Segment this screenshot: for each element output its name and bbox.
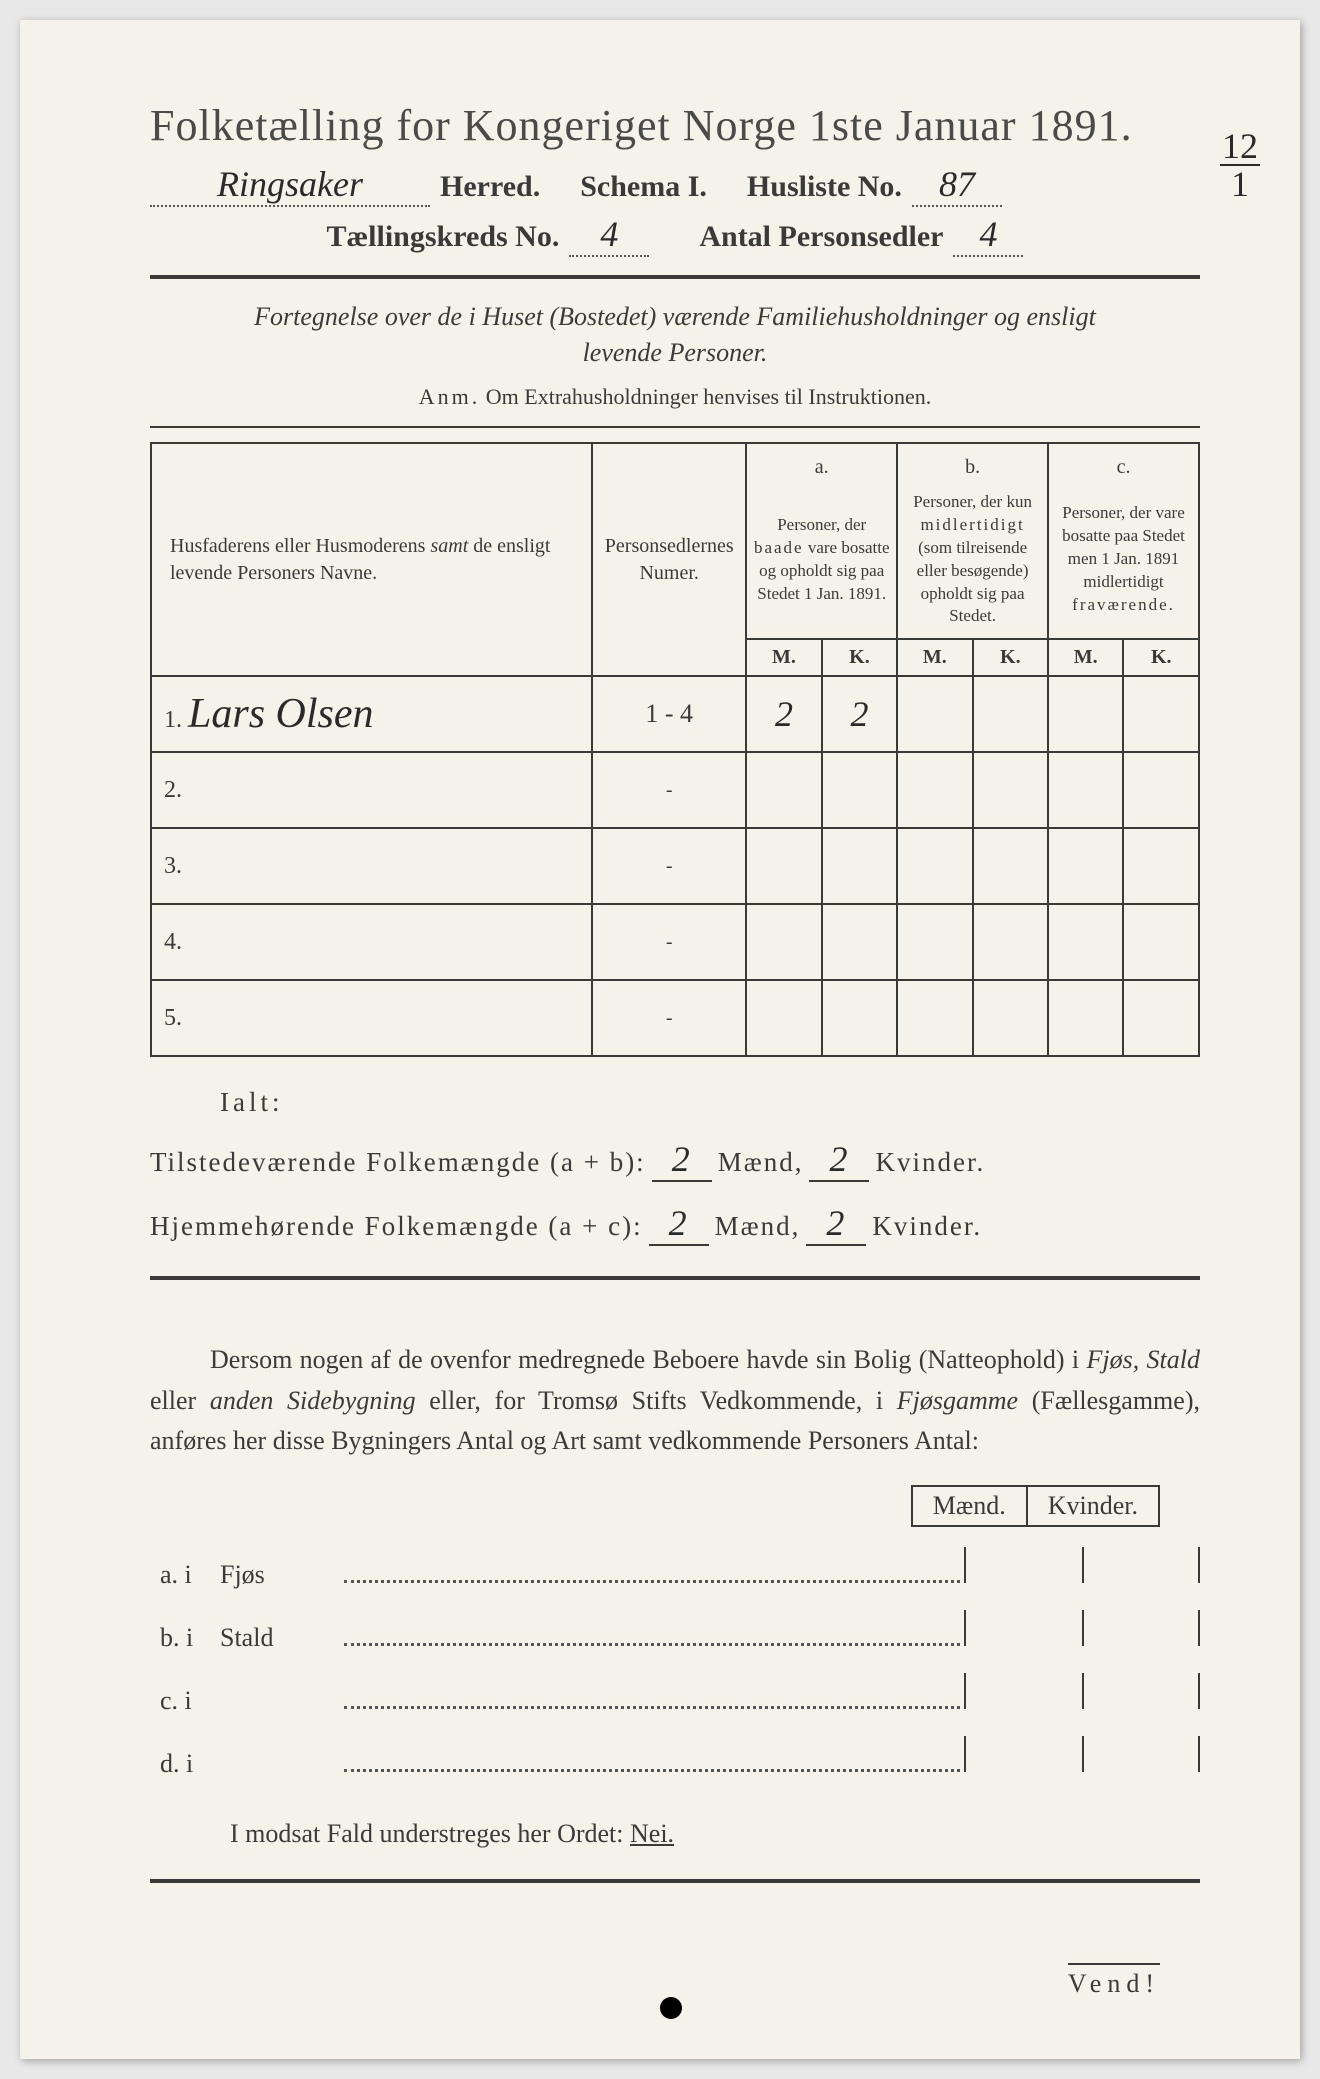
modsat-line: I modsat Fald understreges her Ordet: Ne… bbox=[230, 1819, 1200, 1849]
schema-label: Schema I. bbox=[580, 170, 707, 204]
col-b-k: K. bbox=[973, 639, 1048, 676]
row-name: 1. Lars Olsen bbox=[151, 676, 592, 752]
mk-k: Kvinder. bbox=[1026, 1485, 1160, 1527]
anm-label: Anm. bbox=[419, 384, 481, 409]
row-name: 2. bbox=[151, 752, 592, 828]
col-b-top: b. bbox=[897, 443, 1048, 481]
maend-label: Mænd, bbox=[715, 1211, 801, 1242]
row-cm bbox=[1048, 676, 1123, 752]
rule-3 bbox=[150, 1276, 1200, 1280]
header-row-kreds: Tællingskreds No. 4 Antal Personsedler 4 bbox=[150, 213, 1200, 257]
summary-line-1: Tilstedeværende Folkemængde (a + b): 2 M… bbox=[150, 1138, 1200, 1182]
description: Fortegnelse over de i Huset (Bostedet) v… bbox=[150, 299, 1200, 372]
building-row-c: c. i bbox=[150, 1673, 1200, 1716]
header-row-herred: Ringsaker Herred. Schema I. Husliste No.… bbox=[150, 163, 1200, 207]
col-c-header: Personer, der vare bosatte paa Stedet me… bbox=[1048, 481, 1199, 640]
husliste-field: 87 bbox=[912, 163, 1002, 207]
herred-value: Ringsaker bbox=[217, 164, 363, 204]
table-row: 3. - bbox=[151, 828, 1199, 904]
description-line2: levende Personer. bbox=[150, 335, 1200, 371]
building-row-a: a. i Fjøs bbox=[150, 1547, 1200, 1590]
ialt-label: Ialt: bbox=[220, 1087, 1200, 1118]
ink-blot bbox=[660, 1997, 682, 2019]
col-c-top: c. bbox=[1048, 443, 1199, 481]
kvinder-label: Kvinder. bbox=[872, 1211, 982, 1242]
col-numer-header: Personsedlernes Numer. bbox=[592, 443, 746, 677]
row-am: 2 bbox=[746, 676, 821, 752]
mk-header: Mænd. Kvinder. bbox=[150, 1485, 1160, 1527]
kvinder-label: Kvinder. bbox=[875, 1147, 985, 1178]
row-ak: 2 bbox=[822, 676, 897, 752]
rule-1 bbox=[150, 275, 1200, 279]
row-num: - bbox=[592, 904, 746, 980]
rule-4 bbox=[150, 1879, 1200, 1883]
col-a-k: K. bbox=[822, 639, 897, 676]
building-paragraph: Dersom nogen af de ovenfor medregnede Be… bbox=[150, 1340, 1200, 1461]
husliste-label: Husliste No. bbox=[747, 170, 902, 204]
sum1-k-field: 2 bbox=[809, 1138, 869, 1182]
description-line1: Fortegnelse over de i Huset (Bostedet) v… bbox=[150, 299, 1200, 335]
mk-m: Mænd. bbox=[911, 1485, 1026, 1527]
building-row-d: d. i bbox=[150, 1736, 1200, 1779]
page-title: Folketælling for Kongeriget Norge 1ste J… bbox=[150, 100, 1200, 151]
col-a-header: Personer, der baade vare bosatte og opho… bbox=[746, 481, 897, 640]
row-num: 1 - 4 bbox=[592, 676, 746, 752]
sum2-m-field: 2 bbox=[649, 1202, 709, 1246]
kreds-field: 4 bbox=[569, 213, 649, 257]
building-row-b: b. i Stald bbox=[150, 1610, 1200, 1653]
row-name: 4. bbox=[151, 904, 592, 980]
col-b-header: Personer, der kun midlertidigt (som tilr… bbox=[897, 481, 1048, 640]
kreds-value: 4 bbox=[600, 214, 618, 254]
col-a-m: M. bbox=[746, 639, 821, 676]
kreds-label: Tællingskreds No. bbox=[327, 220, 560, 254]
summary-line-2: Hjemmehørende Folkemængde (a + c): 2 Mæn… bbox=[150, 1202, 1200, 1246]
col-b-m: M. bbox=[897, 639, 972, 676]
sum1-m-field: 2 bbox=[652, 1138, 712, 1182]
sum2-k-field: 2 bbox=[806, 1202, 866, 1246]
maend-label: Mænd, bbox=[718, 1147, 804, 1178]
corner-fraction: 12 1 bbox=[1220, 130, 1260, 201]
row-name: 5. bbox=[151, 980, 592, 1056]
corner-top: 12 bbox=[1220, 130, 1260, 162]
rule-2 bbox=[150, 426, 1200, 428]
table-row: 4. - bbox=[151, 904, 1199, 980]
table-row: 5. - bbox=[151, 980, 1199, 1056]
col-c-m: M. bbox=[1048, 639, 1123, 676]
herred-label: Herred. bbox=[440, 170, 540, 204]
col-c-k: K. bbox=[1123, 639, 1199, 676]
row-num: - bbox=[592, 828, 746, 904]
corner-bottom: 1 bbox=[1220, 168, 1260, 200]
table-body: 1. Lars Olsen 1 - 4 2 2 2. - 3. - bbox=[151, 676, 1199, 1056]
row-ck bbox=[1123, 676, 1199, 752]
vend-label: Vend! bbox=[150, 1963, 1160, 1999]
table-row: 2. - bbox=[151, 752, 1199, 828]
row-num: - bbox=[592, 980, 746, 1056]
row-name: 3. bbox=[151, 828, 592, 904]
table-row: 1. Lars Olsen 1 - 4 2 2 bbox=[151, 676, 1199, 752]
sum1-label: Tilstedeværende Folkemængde (a + b): bbox=[150, 1147, 646, 1178]
anm-line: Anm. Om Extrahusholdninger henvises til … bbox=[150, 384, 1200, 410]
col-names-header: Husfaderens eller Husmoderens samt de en… bbox=[151, 443, 592, 677]
row-bk bbox=[973, 676, 1048, 752]
herred-field: Ringsaker bbox=[150, 163, 430, 207]
col-a-top: a. bbox=[746, 443, 897, 481]
anm-text: Om Extrahusholdninger henvises til Instr… bbox=[486, 384, 931, 409]
row-num: - bbox=[592, 752, 746, 828]
sum2-label: Hjemmehørende Folkemængde (a + c): bbox=[150, 1211, 643, 1242]
husliste-value: 87 bbox=[939, 164, 975, 204]
census-form-page: 12 1 Folketælling for Kongeriget Norge 1… bbox=[20, 20, 1300, 2059]
personsedler-field: 4 bbox=[953, 213, 1023, 257]
personsedler-label: Antal Personsedler bbox=[699, 220, 943, 254]
household-table: Husfaderens eller Husmoderens samt de en… bbox=[150, 442, 1200, 1058]
row-bm bbox=[897, 676, 972, 752]
nei-word: Nei. bbox=[630, 1819, 674, 1848]
personsedler-value: 4 bbox=[979, 214, 997, 254]
